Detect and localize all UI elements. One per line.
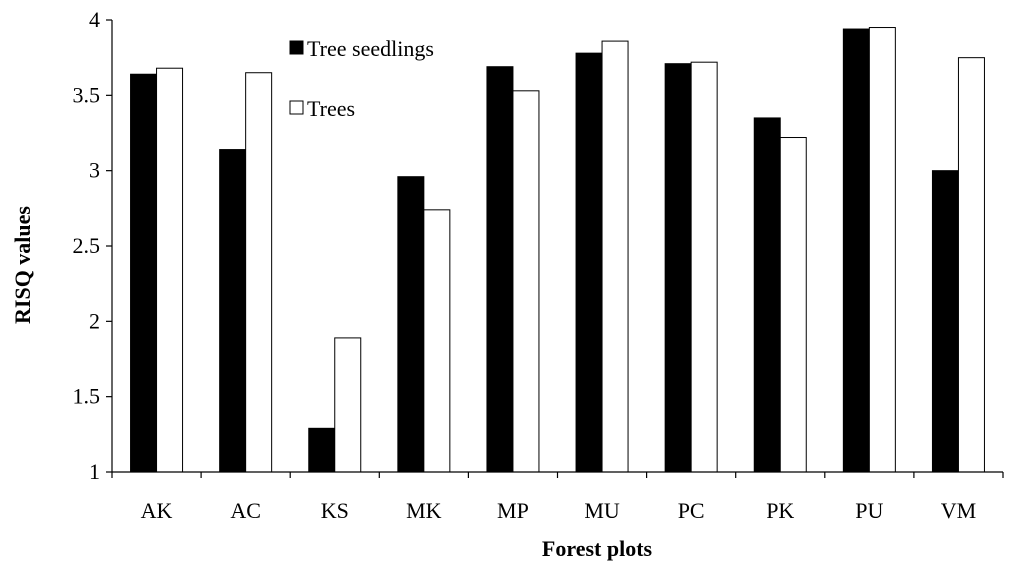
x-axis-title: Forest plots bbox=[542, 536, 653, 561]
x-tick-label: PU bbox=[855, 498, 883, 523]
x-tick-label: MP bbox=[497, 498, 529, 523]
bar-trees-mp bbox=[512, 90, 540, 473]
x-tick-label: AK bbox=[141, 498, 173, 523]
bar-tree-seedlings-pc bbox=[664, 63, 692, 473]
legend-label-trees: Trees bbox=[307, 96, 355, 121]
bar-trees-pk bbox=[779, 137, 807, 473]
legend-swatch-trees bbox=[289, 100, 304, 115]
legend-label-tree-seedlings: Tree seedlings bbox=[307, 36, 434, 61]
y-tick-label: 1.5 bbox=[73, 384, 101, 409]
bar-trees-mk bbox=[423, 209, 451, 473]
x-tick-label: PK bbox=[766, 498, 794, 523]
legend-swatch-tree-seedlings bbox=[289, 40, 304, 55]
x-tick-label: KS bbox=[321, 498, 349, 523]
y-tick-label: 3.5 bbox=[73, 82, 101, 107]
x-tick-label: VM bbox=[941, 498, 976, 523]
bar-trees-pu bbox=[868, 27, 896, 473]
x-tick-label: MK bbox=[406, 498, 442, 523]
bar-tree-seedlings-ks bbox=[308, 427, 336, 473]
bar-tree-seedlings-mu bbox=[575, 52, 603, 473]
bar-tree-seedlings-mk bbox=[397, 176, 425, 473]
bar-trees-mu bbox=[601, 40, 629, 473]
bar-trees-pc bbox=[690, 61, 718, 473]
y-axis-title: RISQ values bbox=[10, 206, 35, 324]
x-tick-label: MU bbox=[584, 498, 620, 523]
bar-tree-seedlings-ak bbox=[130, 73, 158, 473]
x-tick-label: AC bbox=[230, 498, 261, 523]
y-ticks: 1 1.5 2 2.5 3 3.5 4 bbox=[73, 7, 112, 484]
y-tick-label: 2.5 bbox=[73, 233, 101, 258]
legend: Tree seedlings Trees bbox=[289, 36, 434, 121]
y-tick-label: 1 bbox=[89, 459, 100, 484]
x-tick-label: PC bbox=[678, 498, 705, 523]
bar-trees-ak bbox=[156, 67, 184, 473]
bar-tree-seedlings-pk bbox=[753, 117, 781, 473]
bar-tree-seedlings-ac bbox=[219, 149, 247, 473]
bar-trees-ac bbox=[245, 72, 273, 473]
y-tick-label: 2 bbox=[89, 308, 100, 333]
bar-tree-seedlings-vm bbox=[931, 170, 959, 473]
y-tick-label: 3 bbox=[89, 158, 100, 183]
y-tick-label: 4 bbox=[89, 7, 100, 32]
bar-tree-seedlings-pu bbox=[842, 28, 870, 473]
bar-trees-ks bbox=[334, 337, 362, 473]
x-ticks: AK AC KS MK MP MU PC PK PU VM bbox=[111, 472, 1004, 523]
bar-tree-seedlings-mp bbox=[486, 66, 514, 473]
bar-trees-vm bbox=[957, 57, 985, 473]
bars-layer bbox=[130, 27, 985, 473]
